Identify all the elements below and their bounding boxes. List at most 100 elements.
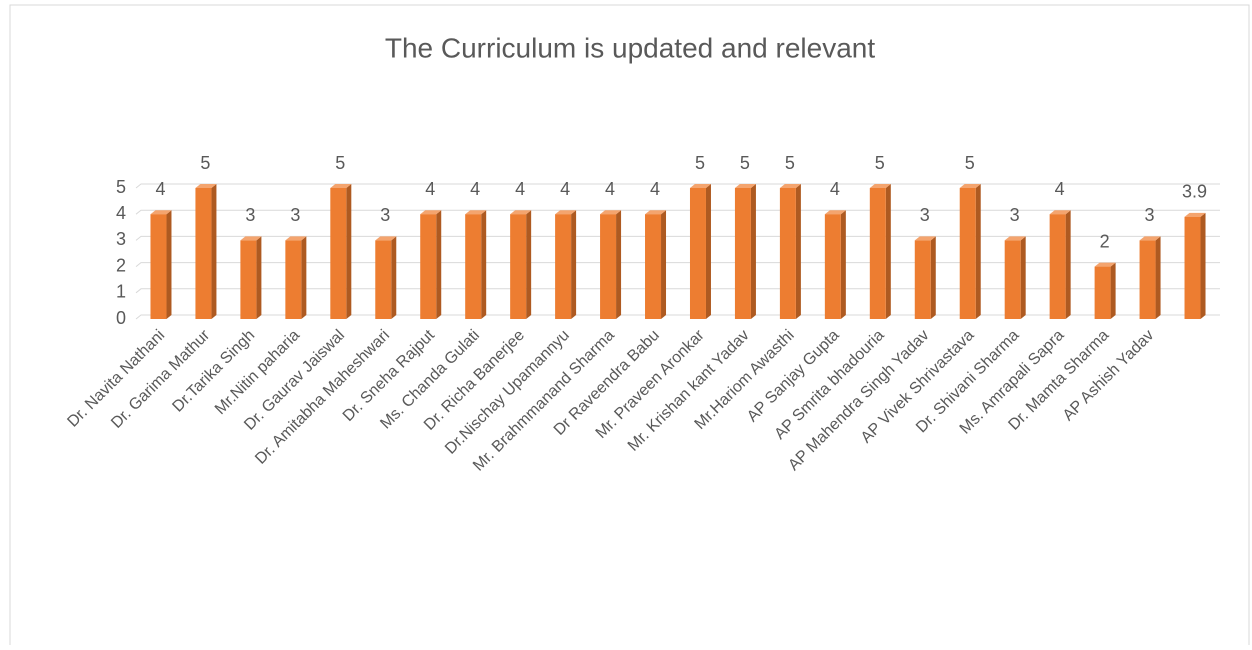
bar-top <box>330 184 352 188</box>
bar-top <box>465 210 487 215</box>
bar-side <box>436 210 442 319</box>
bar-side <box>616 210 622 319</box>
bar <box>1094 266 1111 319</box>
bar-top <box>645 210 667 215</box>
bar-side <box>975 184 981 319</box>
bar-side <box>1020 236 1026 319</box>
data-label: 3 <box>1010 205 1020 225</box>
bar <box>779 188 796 319</box>
bar-side <box>391 236 397 319</box>
bar-side <box>481 210 487 319</box>
bar <box>959 188 976 319</box>
bar-side <box>750 184 756 319</box>
bar-top <box>734 184 756 188</box>
data-label: 5 <box>200 153 210 173</box>
bar <box>375 240 392 319</box>
data-label: 4 <box>1055 179 1065 199</box>
bar <box>150 214 167 319</box>
bar-top <box>375 236 397 241</box>
y-tick-label: 0 <box>116 308 126 328</box>
y-tick-label: 4 <box>116 203 126 223</box>
bar-top <box>1184 212 1206 217</box>
bar-side <box>346 184 352 319</box>
bar-top <box>914 236 936 241</box>
bar-side <box>571 210 577 319</box>
bar <box>240 240 257 319</box>
bar-side <box>1065 210 1071 319</box>
data-label: 3 <box>1145 205 1155 225</box>
bar-top <box>779 184 801 188</box>
bar-side <box>1200 212 1206 319</box>
data-label: 5 <box>740 153 750 173</box>
data-label: 4 <box>515 179 525 199</box>
grid-line <box>135 314 1220 320</box>
bar-side <box>705 184 711 319</box>
bar <box>510 214 527 319</box>
data-label: 3 <box>920 205 930 225</box>
bar-top <box>824 210 846 215</box>
data-label: 5 <box>335 153 345 173</box>
bar-side <box>1110 262 1116 319</box>
bar <box>465 214 482 319</box>
bar <box>195 188 212 319</box>
bar <box>734 188 751 319</box>
grid-line <box>135 262 1220 267</box>
data-label: 4 <box>650 179 660 199</box>
bar-top <box>869 184 891 188</box>
bar-side <box>795 184 801 319</box>
bar-top <box>1094 262 1116 267</box>
bar-side <box>211 184 217 319</box>
bar <box>600 214 617 319</box>
bar <box>689 188 706 319</box>
bar-side <box>661 210 667 319</box>
data-label: 5 <box>695 153 705 173</box>
bar <box>824 214 841 319</box>
y-tick-label: 5 <box>116 177 126 197</box>
bar-side <box>1155 236 1161 319</box>
data-label: 4 <box>425 179 435 199</box>
bar-side <box>256 236 262 319</box>
data-label: 5 <box>875 153 885 173</box>
grid-line <box>135 209 1220 215</box>
data-label: 4 <box>605 179 615 199</box>
bar <box>330 188 347 319</box>
chart-title: The Curriculum is updated and relevant <box>385 32 875 63</box>
bar-side <box>166 210 172 319</box>
bar-top <box>1139 236 1161 241</box>
grid-line <box>135 288 1220 294</box>
bar-top <box>195 184 217 188</box>
y-tick-label: 1 <box>116 282 126 302</box>
bar-top <box>1049 210 1071 215</box>
data-label: 4 <box>830 179 840 199</box>
bar <box>869 188 886 319</box>
bar-top <box>150 210 172 215</box>
bar-side <box>301 236 307 319</box>
bar-top <box>689 184 711 188</box>
chart-frame <box>9 4 1250 650</box>
y-tick-label: 3 <box>116 229 126 249</box>
bar-side <box>930 236 936 319</box>
grid-line <box>135 183 1220 189</box>
data-label: 3 <box>380 205 390 225</box>
bar-side <box>840 210 846 319</box>
bar-top <box>510 210 532 215</box>
bar <box>645 214 662 319</box>
grid-line <box>135 235 1220 241</box>
bar <box>285 240 302 319</box>
bar-top <box>1004 236 1026 241</box>
bar-top <box>240 236 262 241</box>
bar-top <box>600 210 622 215</box>
data-label: 5 <box>965 153 975 173</box>
data-label: 2 <box>1100 231 1110 251</box>
bar <box>1049 214 1066 319</box>
bar-side <box>885 184 891 319</box>
bar <box>914 240 931 319</box>
bar-top <box>285 236 307 241</box>
data-label: 5 <box>785 153 795 173</box>
data-label: 3.9 <box>1182 182 1207 202</box>
bar <box>555 214 572 319</box>
data-label: 4 <box>560 179 570 199</box>
data-label: 4 <box>155 179 165 199</box>
y-tick-label: 2 <box>116 255 126 275</box>
data-label: 4 <box>470 179 480 199</box>
